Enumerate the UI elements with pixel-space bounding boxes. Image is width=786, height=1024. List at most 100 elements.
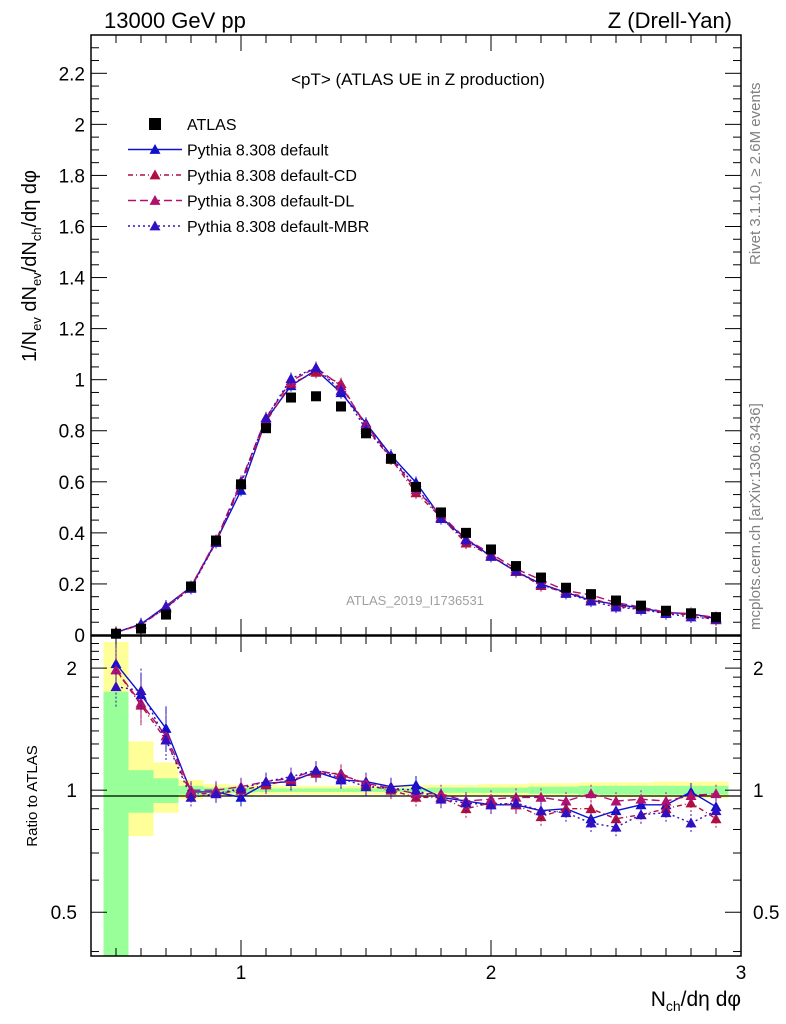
stat-band: [103, 691, 129, 956]
x-tick-label: 3: [736, 963, 747, 984]
legend-entry: Pythia 8.308 default-DL: [128, 194, 354, 211]
legend-label: Pythia 8.308 default-CD: [187, 168, 357, 185]
ratio-tick-label-right: 1: [753, 781, 764, 802]
ratio-point: [410, 784, 422, 795]
legend-entry: Pythia 8.308 default-MBR: [128, 219, 369, 236]
ratio-point: [535, 811, 547, 822]
y-tick-label: 1.4: [59, 269, 86, 290]
y-tick-label: 2: [74, 115, 85, 136]
atlas-point: [186, 581, 196, 592]
ratio-tick-label: 2: [66, 659, 77, 680]
atlas-point: [386, 453, 396, 464]
legend-marker: [149, 118, 161, 130]
stat-band: [153, 778, 179, 803]
legend-entry: Pythia 8.308 default-CD: [128, 168, 357, 185]
series-point: [610, 601, 622, 612]
legend-marker: [149, 195, 161, 205]
main-data-layer: [110, 361, 722, 639]
atlas-point: [586, 589, 596, 600]
ratio-point: [310, 764, 322, 775]
atlas-point: [536, 572, 546, 583]
x-tick-label: 2: [486, 963, 497, 984]
ratio-point: [485, 793, 497, 804]
stat-band: [653, 785, 679, 795]
legend-marker: [149, 169, 161, 180]
atlas-point: [511, 561, 521, 572]
ratio-point: [710, 788, 722, 799]
atlas-point: [211, 535, 221, 546]
stat-band: [478, 787, 504, 793]
ratio-point: [185, 791, 197, 802]
ratio-point: [110, 658, 122, 669]
ratio-point: [560, 807, 572, 818]
ratio-panel: 0.5 0.5 1 1 2 2 1 2 3: [51, 635, 779, 984]
ratio-point: [635, 799, 647, 810]
plot-title: <pT> (ATLAS UE in Z production): [291, 70, 545, 89]
series-point: [485, 550, 497, 561]
legend-label: Pythia 8.308 default-DL: [187, 194, 354, 211]
ratio-point: [660, 795, 672, 806]
rivet-label: Rivet 3.1.10, ≥ 2.6M events: [747, 83, 764, 266]
ratio-point: [285, 771, 297, 782]
atlas-point: [661, 605, 671, 616]
series-point: [585, 595, 597, 606]
y-tick-label: 0.2: [59, 575, 85, 596]
ratio-point: [610, 795, 622, 806]
y-tick-label: 0: [74, 626, 85, 647]
atlas-point: [286, 392, 296, 403]
ratio-tick-label: 0.5: [51, 903, 77, 924]
legend-label: Pythia 8.308 default: [187, 143, 329, 160]
ratio-y-axis-label: Ratio to ATLAS: [24, 745, 41, 846]
ratio-point: [510, 797, 522, 808]
atlas-point: [236, 479, 246, 490]
y-tick-label: 1.6: [59, 217, 85, 238]
legend: ATLAS Pythia 8.308 default Pythia 8.308 de…: [128, 117, 369, 236]
ratio-point: [535, 791, 547, 802]
series-point: [285, 373, 297, 383]
ratio-point: [585, 788, 597, 799]
ratio-point: [160, 734, 172, 745]
ratio-point: [210, 788, 222, 799]
ratio-point: [360, 781, 372, 792]
atlas-point: [311, 391, 321, 402]
atlas-point: [486, 544, 496, 555]
ratio-point: [510, 791, 522, 802]
legend-label: ATLAS: [187, 117, 237, 134]
x-axis-label: Nch/dη dφ: [651, 988, 741, 1014]
ratio-point: [435, 793, 447, 804]
mcplots-label: mcplots.cern.ch [arXiv:1306.3436]: [747, 403, 764, 630]
ratio-point: [610, 813, 622, 824]
y-tick-label: 0.8: [59, 422, 85, 443]
ratio-point: [685, 817, 697, 828]
atlas-point: [611, 595, 621, 606]
ratio-point: [110, 681, 122, 692]
atlas-point: [261, 423, 271, 434]
ratio-point: [410, 779, 422, 790]
y-tick-label: 1.2: [59, 320, 85, 341]
legend-marker: [149, 144, 161, 154]
y-tick-label: 2.2: [59, 64, 85, 85]
ratio-point: [435, 788, 447, 799]
analysis-id: ATLAS_2019_I1736531: [346, 593, 484, 608]
legend-entry: Pythia 8.308 default: [128, 143, 329, 160]
ratio-point: [685, 790, 697, 800]
atlas-point: [161, 609, 171, 620]
legend-label: Pythia 8.308 default-MBR: [187, 219, 369, 236]
atlas-point: [361, 428, 371, 439]
atlas-point: [436, 507, 446, 518]
atlas-point: [636, 600, 646, 611]
stat-band: [303, 788, 329, 792]
ratio-point: [135, 685, 147, 696]
atlas-point: [461, 527, 471, 538]
y-tick-label: 1: [74, 371, 85, 392]
ratio-point: [635, 809, 647, 820]
series-point: [460, 534, 472, 545]
legend-entry: ATLAS: [149, 117, 237, 134]
x-tick-label: 1: [236, 963, 247, 984]
ratio-point: [385, 782, 397, 793]
ratio-point: [585, 817, 597, 828]
ratio-tick-label: 1: [66, 781, 77, 802]
stat-band: [128, 770, 154, 813]
ratio-point: [335, 772, 347, 783]
